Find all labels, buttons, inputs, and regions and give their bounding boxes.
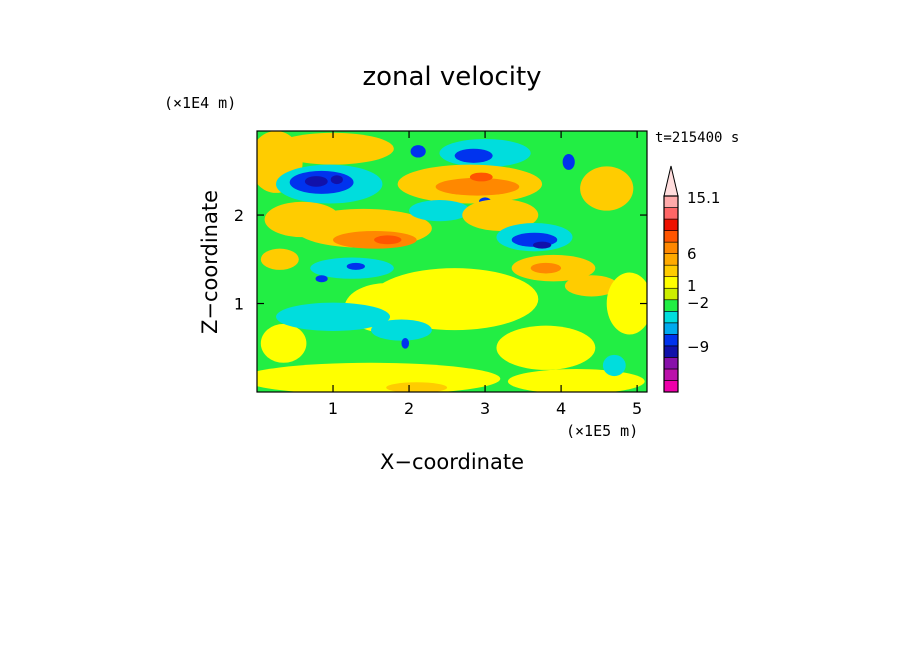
colorbar-bin-2: [663, 357, 679, 370]
colorbar-bin-14: [663, 218, 679, 231]
colorbar-label: 6: [687, 245, 697, 263]
field-region-28: [580, 166, 634, 211]
colorbar-bin-7: [663, 299, 679, 312]
x-axis-label: X−coordinate: [380, 450, 524, 474]
field-region-11: [260, 248, 299, 270]
colorbar-label: −2: [687, 294, 709, 312]
field-region-37: [257, 362, 501, 392]
field-region-26: [532, 241, 552, 249]
colorbar-bin-12: [663, 241, 679, 254]
field-region-20: [469, 172, 493, 182]
colorbar-bin-11: [663, 253, 679, 266]
colorbar-bin-3: [663, 345, 679, 358]
field-region-13: [346, 262, 365, 270]
field-region-23: [462, 199, 539, 231]
colorbar-bin-0: [663, 380, 679, 393]
field-region-16: [454, 148, 493, 163]
colorbar-bin-6: [663, 310, 679, 324]
y-axis-label: Z−coordinate: [198, 190, 222, 334]
field-region-43: [386, 382, 448, 392]
colorbar-bin-4: [663, 334, 679, 347]
field-region-38: [507, 369, 645, 392]
field-region-31: [564, 275, 619, 297]
field-region-34: [606, 272, 647, 335]
x-tick-label: 5: [632, 399, 642, 418]
colorbar-labels: 15.1 6 1−2 −9: [687, 189, 720, 356]
colorbar-bin-16: [663, 195, 679, 208]
field-region-17: [410, 145, 426, 158]
field-region-10: [374, 235, 402, 245]
velocity-field: [257, 131, 647, 392]
colorbar-bin-8: [663, 287, 679, 301]
colorbar: [663, 165, 679, 393]
colorbar-frame: [663, 195, 679, 393]
y-tick-label: 2: [234, 206, 244, 225]
colorbar-bin-15: [663, 207, 679, 220]
y-axis-ticks: 12: [234, 206, 647, 314]
field-region-27: [562, 154, 575, 170]
x-axis-ticks: 1 2 3 4 5: [328, 131, 642, 418]
x-tick-label: 1: [328, 399, 338, 418]
colorbar-bin-1: [663, 368, 679, 381]
chart-title: zonal velocity: [362, 62, 541, 92]
x-tick-label: 4: [556, 399, 566, 418]
y-unit-label: (×1E4 m): [164, 94, 236, 112]
colorbar-bin-10: [663, 264, 679, 278]
field-region-36: [260, 323, 307, 363]
y-tick-label: 1: [234, 295, 244, 314]
colorbar-bin-9: [663, 276, 679, 289]
field-region-19: [435, 177, 520, 196]
field-region-2: [272, 132, 394, 165]
field-region-14: [315, 275, 328, 283]
field-region-30: [530, 262, 562, 274]
field-region-41: [401, 338, 410, 349]
field-region-40: [371, 319, 432, 341]
colorbar-bin-13: [663, 230, 679, 243]
colorbar-bin-5: [663, 322, 679, 335]
x-unit-label: (×1E5 m): [566, 422, 638, 440]
colorbar-label: 1: [687, 277, 697, 295]
field-region-39: [276, 302, 391, 331]
field-region-35: [496, 325, 596, 370]
plot-frame: [256, 130, 648, 393]
field-region-5: [304, 176, 328, 187]
field-region-21: [409, 200, 470, 222]
colorbar-bin-17: [663, 165, 679, 197]
x-tick-label: 2: [404, 399, 414, 418]
colorbar-label: −9: [687, 338, 709, 356]
field-region-6: [330, 175, 343, 185]
time-label: t=215400 s: [655, 130, 739, 146]
field-region-42: [602, 354, 626, 377]
colorbar-label: 15.1: [687, 189, 720, 207]
x-tick-label: 3: [480, 399, 490, 418]
